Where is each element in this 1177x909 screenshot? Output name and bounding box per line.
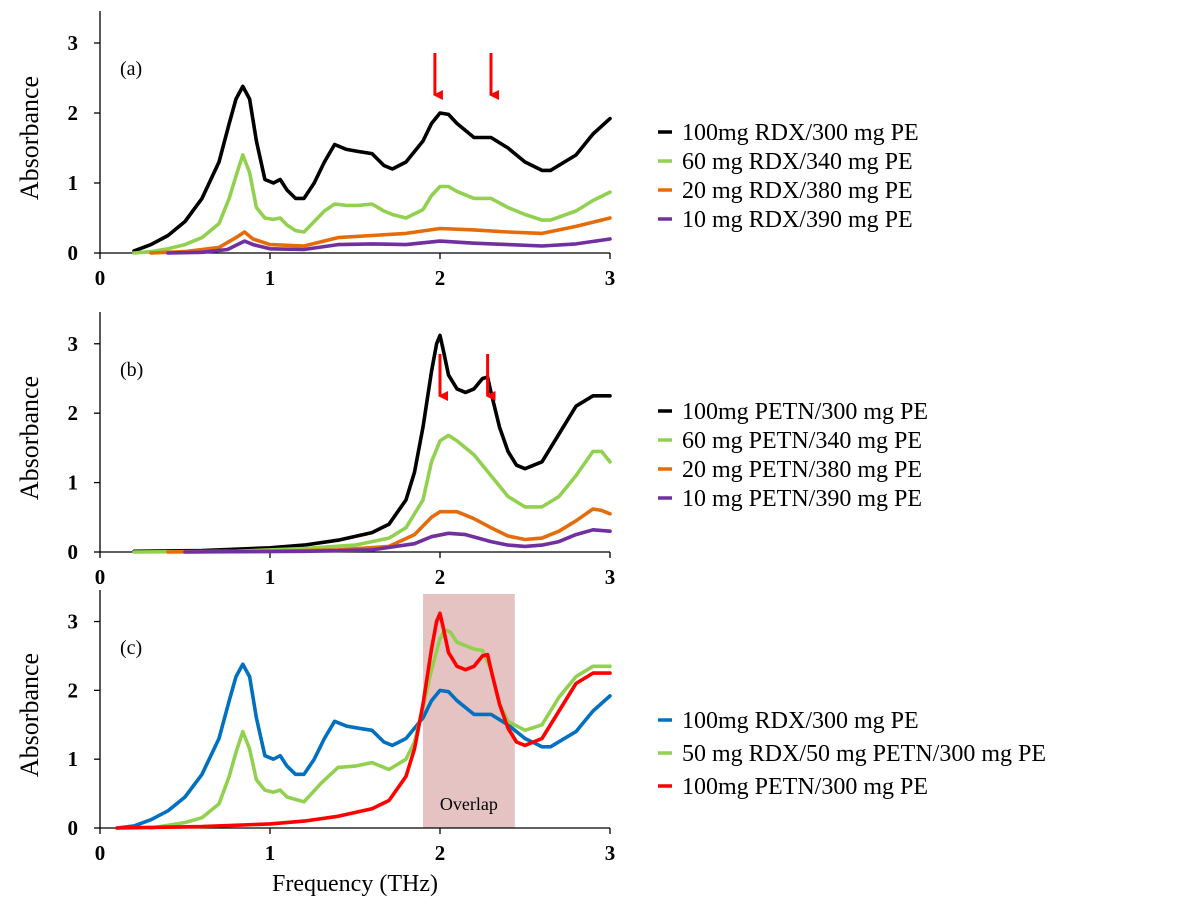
legend-entry: 100mg RDX/300 mg PE bbox=[682, 708, 919, 734]
x-tick-label: 2 bbox=[435, 841, 446, 865]
y-tick-label: 1 bbox=[68, 171, 79, 195]
panel-label: (c) bbox=[120, 637, 142, 659]
legend-entry: 100mg PETN/300 mg PE bbox=[682, 774, 928, 800]
x-tick-label: 2 bbox=[435, 266, 446, 290]
panel-label: (b) bbox=[120, 359, 143, 381]
legend-entry: 20 mg PETN/380 mg PE bbox=[682, 457, 922, 483]
x-tick-label: 3 bbox=[605, 841, 616, 865]
y-tick-label: 3 bbox=[68, 332, 79, 356]
legend-entry: 10 mg PETN/390 mg PE bbox=[682, 486, 922, 512]
x-tick-label: 0 bbox=[95, 266, 106, 290]
y-axis-label: Absorbance bbox=[15, 376, 44, 500]
y-tick-label: 0 bbox=[68, 540, 79, 564]
y-tick-label: 1 bbox=[68, 747, 79, 771]
panel-label: (a) bbox=[120, 58, 142, 80]
y-tick-label: 0 bbox=[68, 816, 79, 840]
y-tick-label: 3 bbox=[68, 31, 79, 55]
overlap-label: Overlap bbox=[440, 794, 498, 814]
y-tick-label: 3 bbox=[68, 610, 79, 634]
x-tick-label: 1 bbox=[265, 565, 276, 589]
series-line bbox=[149, 216, 612, 255]
legend-entry: 20 mg RDX/380 mg PE bbox=[682, 178, 913, 204]
x-tick-label: 3 bbox=[605, 565, 616, 589]
legend-entry: 10 mg RDX/390 mg PE bbox=[682, 207, 913, 233]
panel-3 bbox=[94, 590, 672, 834]
series-line bbox=[183, 528, 612, 554]
y-tick-label: 2 bbox=[68, 101, 79, 125]
x-tick-label: 3 bbox=[605, 266, 616, 290]
series-line bbox=[132, 153, 612, 255]
x-tick-label: 1 bbox=[265, 841, 276, 865]
y-tick-label: 2 bbox=[68, 678, 79, 702]
series-line bbox=[115, 662, 612, 830]
x-tick-label: 0 bbox=[95, 565, 106, 589]
legend-entry: 100mg RDX/300 mg PE bbox=[682, 120, 919, 146]
series-line bbox=[149, 628, 612, 830]
legend-entry: 50 mg RDX/50 mg PETN/300 mg PE bbox=[682, 741, 1046, 767]
series-line bbox=[166, 237, 612, 255]
y-tick-label: 2 bbox=[68, 401, 79, 425]
legend-entry: 60 mg PETN/340 mg PE bbox=[682, 428, 922, 454]
series-line bbox=[132, 433, 612, 554]
series-line bbox=[132, 333, 612, 554]
y-tick-label: 0 bbox=[68, 241, 79, 265]
series-line bbox=[115, 611, 612, 830]
y-axis-label: Absorbance bbox=[15, 76, 44, 200]
panel-1 bbox=[94, 11, 672, 259]
x-tick-label: 2 bbox=[435, 565, 446, 589]
y-tick-label: 1 bbox=[68, 471, 79, 495]
y-axis-label: Absorbance bbox=[15, 653, 44, 777]
legend-entry: 60 mg RDX/340 mg PE bbox=[682, 149, 913, 175]
x-tick-label: 0 bbox=[95, 841, 106, 865]
series-line bbox=[132, 84, 612, 253]
legend-entry: 100mg PETN/300 mg PE bbox=[682, 399, 928, 425]
x-tick-label: 1 bbox=[265, 266, 276, 290]
x-axis-label: Frequency (THz) bbox=[272, 871, 438, 897]
panel-2 bbox=[94, 312, 672, 558]
